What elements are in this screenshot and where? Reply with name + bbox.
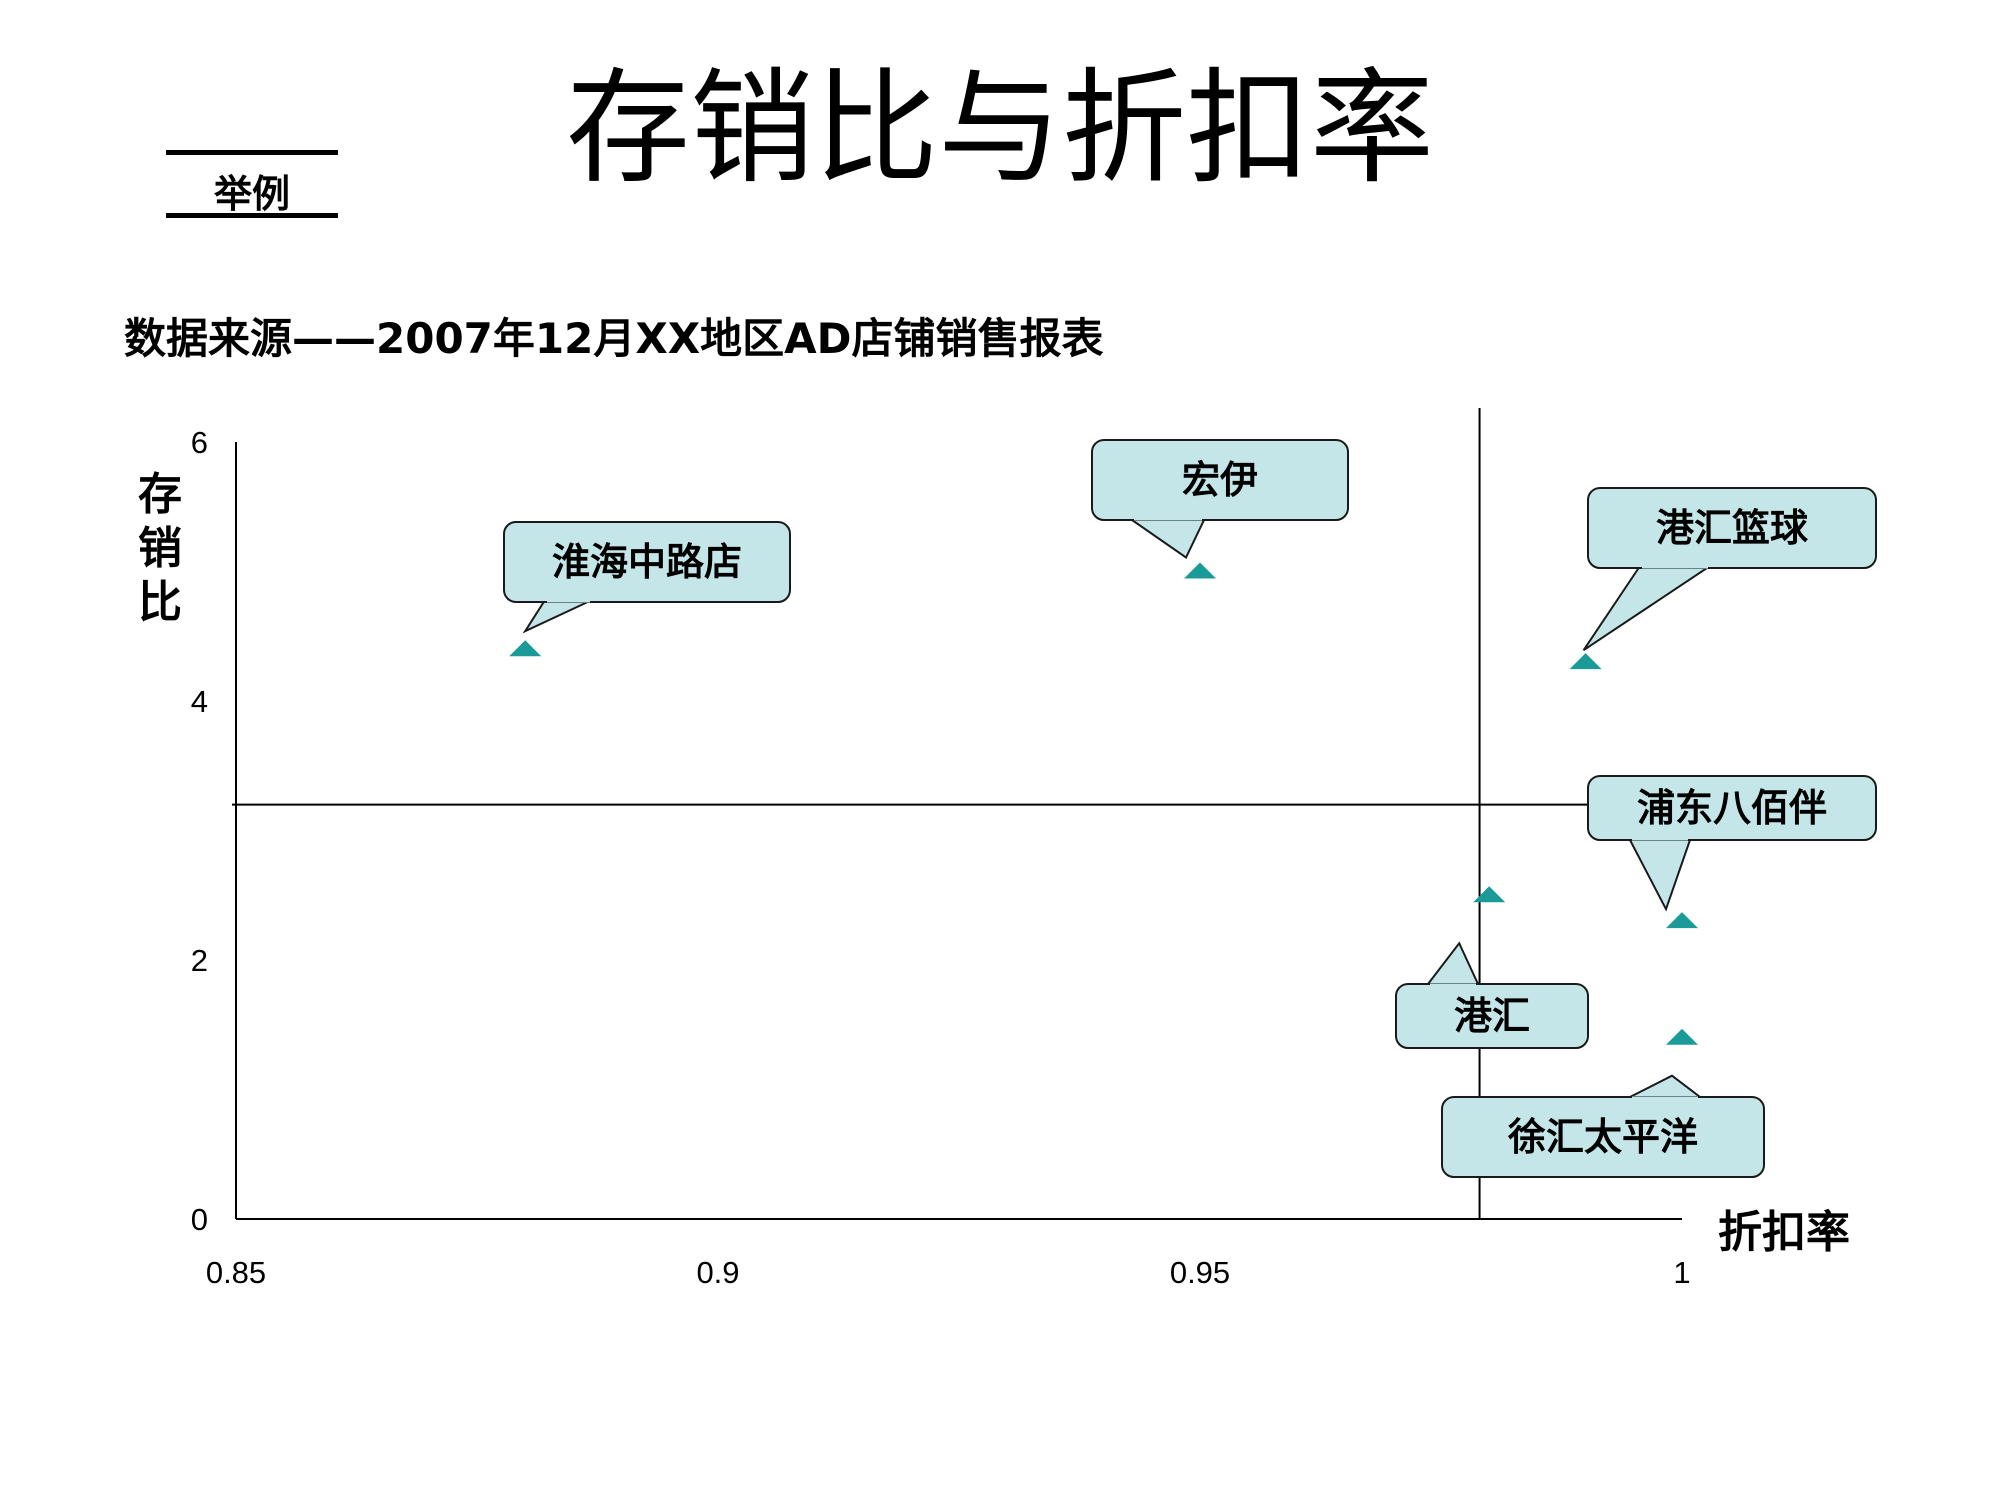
callout-box [1091,439,1349,521]
data-label: 徐汇太平洋 [1507,1115,1698,1159]
data-point [1666,1028,1698,1045]
example-label: 举例 [213,171,290,216]
data-source-note: 数据来源——2007年12月XX地区AD店铺销售报表 [124,314,1104,363]
x-tick-label: 0.85 [206,1255,266,1290]
callout-box [503,521,791,603]
data-label: 宏伊 [1182,458,1258,502]
callout-box [1441,1096,1765,1178]
callout-tail [1628,839,1692,912]
data-label: 港汇 [1454,994,1530,1038]
callout-box [1395,983,1589,1049]
x-tick-label: 0.95 [1170,1255,1230,1290]
data-label: 港汇篮球 [1656,506,1809,550]
callout-tail [1582,565,1714,651]
x-axis-title: 折扣率 [1718,1207,1850,1258]
data-point [1666,912,1698,929]
x-tick-label: 1 [1673,1255,1690,1290]
page-title: 存销比与折扣率 [565,57,1434,201]
callout-tail [1629,1074,1703,1098]
data-point [1184,562,1216,579]
data-label: 浦东八佰伴 [1637,786,1827,830]
data-label: 淮海中路店 [552,540,742,584]
data-point [509,640,542,657]
callout-tail [1128,519,1206,559]
y-tick-label: 4 [191,684,208,719]
data-point [1473,886,1506,903]
y-tick-label: 0 [191,1202,208,1237]
callout-box [1587,487,1877,569]
y-axis-title: 存销比 [138,469,182,628]
data-point [1569,653,1602,670]
y-tick-label: 6 [191,425,208,460]
callout-tail [522,599,593,634]
callout-tail [1425,941,1480,985]
callout-box [1587,775,1877,841]
example-tag: 举例 [166,150,338,218]
x-tick-label: 0.9 [696,1255,739,1290]
y-tick-label: 2 [191,943,208,978]
